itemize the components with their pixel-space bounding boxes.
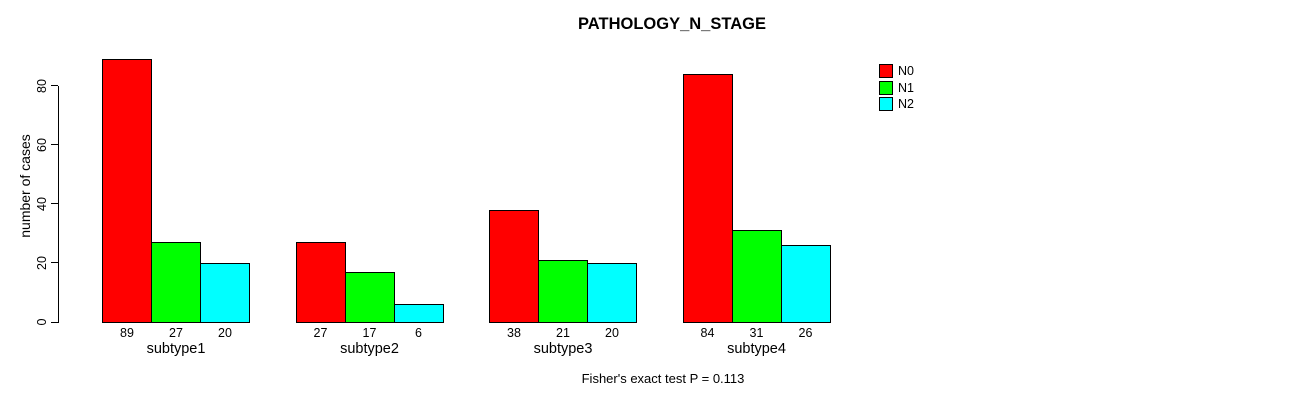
y-tick [51, 85, 58, 87]
bar-value-label: 27 [169, 326, 183, 340]
legend-label: N2 [898, 97, 914, 111]
x-category-label: subtype3 [533, 341, 593, 357]
legend-item: N1 [879, 80, 914, 95]
bar [780, 245, 831, 323]
x-category-label: subtype2 [340, 341, 399, 357]
bar-value-label: 21 [556, 326, 570, 340]
legend-item: N2 [879, 97, 914, 111]
bar [489, 209, 539, 323]
bar-value-label: 20 [605, 326, 619, 340]
bar [344, 271, 395, 323]
bar-value-label: 38 [507, 326, 521, 340]
bar-value-label: 31 [749, 326, 764, 340]
y-tick [51, 321, 58, 323]
legend-swatch [879, 80, 893, 95]
y-tick [51, 203, 58, 205]
y-axis-title: number of cases [17, 134, 33, 238]
bar [682, 73, 733, 323]
bar-value-label: 27 [313, 326, 328, 340]
x-category-label: subtype1 [146, 341, 206, 357]
legend: N0 N1 N2 [879, 64, 914, 114]
bar-value-label: 26 [798, 326, 813, 340]
legend-label: N0 [898, 64, 914, 78]
bar [102, 59, 152, 323]
legend-item: N0 [879, 64, 914, 78]
y-tick-label: 0 [35, 318, 49, 326]
y-tick [51, 144, 58, 146]
y-axis-line [58, 85, 59, 323]
legend-swatch [879, 64, 893, 78]
y-tick-label: 60 [35, 137, 49, 152]
bar [731, 230, 782, 323]
bar [587, 262, 637, 323]
bar-value-label: 84 [700, 326, 715, 340]
bar [538, 259, 588, 323]
y-tick-label: 80 [35, 78, 49, 93]
y-tick-label: 20 [35, 255, 49, 270]
bar [295, 242, 346, 323]
y-tick-label: 40 [35, 196, 49, 211]
chart-title: PATHOLOGY_N_STAGE [578, 15, 766, 33]
bar [393, 304, 444, 323]
bar-value-label: 17 [362, 326, 377, 340]
annotation-text: Fisher's exact test P = 0.113 [581, 371, 745, 386]
legend-swatch [879, 97, 893, 111]
legend-label: N1 [898, 80, 914, 95]
bar-value-label: 20 [218, 326, 232, 340]
y-tick [51, 262, 58, 264]
bar [200, 262, 250, 323]
bar-value-label: 89 [120, 326, 134, 340]
x-category-label: subtype4 [727, 341, 786, 357]
bar [151, 242, 201, 323]
bar-value-label: 6 [415, 326, 422, 340]
